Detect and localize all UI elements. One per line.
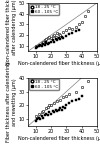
Y-axis label: Fiber thickness after calendering
and rewetting (μm): Fiber thickness after calendering and re… [6,62,17,142]
Point [47,42,49,45]
Point [56,32,58,34]
Point [59,34,61,36]
Point [81,95,82,97]
Point [69,26,70,29]
Point [72,28,73,30]
Point [50,40,52,43]
Point [50,104,52,107]
Point [55,38,56,41]
Point [42,117,44,119]
Point [58,33,60,35]
Point [59,38,61,41]
Point [49,36,50,38]
Point [53,40,55,43]
Point [56,100,58,103]
Point [42,110,44,112]
Point [35,115,36,118]
Point [49,41,50,44]
Point [59,99,61,101]
Point [40,44,41,46]
Point [78,29,79,31]
Point [36,46,38,48]
Point [66,29,67,31]
Point [38,44,40,46]
Point [35,47,36,49]
Point [49,104,50,107]
Point [66,95,67,97]
Point [72,32,73,34]
Point [75,30,76,32]
Point [41,115,43,118]
Point [38,113,40,115]
Point [40,118,41,120]
Point [62,31,64,33]
Point [44,39,46,42]
Point [64,107,66,109]
Point [78,97,79,100]
Point [56,39,58,42]
Point [41,45,43,47]
Point [46,113,47,115]
Point [66,104,67,107]
Legend: 18 - 25 °C, 60 - 105 °C: 18 - 25 °C, 60 - 105 °C [29,79,59,90]
Point [53,111,55,114]
Point [62,106,64,108]
Point [84,15,86,17]
Point [87,10,89,13]
Point [52,39,53,42]
Point [46,107,47,109]
Point [59,107,61,109]
Point [81,86,82,89]
Point [38,117,40,119]
X-axis label: Non-calendered fiber thickness (μm): Non-calendered fiber thickness (μm) [18,136,100,141]
Point [46,41,47,44]
Point [62,96,64,98]
Point [87,79,89,82]
Point [81,21,82,23]
Point [61,108,62,111]
Point [42,42,44,45]
Point [58,108,60,111]
Point [58,37,60,39]
Point [62,37,64,39]
Point [78,23,79,26]
Point [75,99,76,101]
Point [36,118,38,120]
Point [53,102,55,104]
Point [52,35,53,37]
Y-axis label: Non-calendered fiber thickness
after calendering (μm): Non-calendered fiber thickness after cal… [6,0,17,65]
Point [47,114,49,116]
Point [69,102,70,104]
Point [47,106,49,108]
Point [38,45,40,47]
Point [56,110,58,112]
Point [46,38,47,41]
Point [35,45,36,47]
Point [41,41,43,44]
Point [66,35,67,37]
Point [69,33,70,35]
Point [50,37,52,39]
Point [52,110,53,112]
Point [75,25,76,28]
Legend: 18 - 25 °C, 60 - 105 °C: 18 - 25 °C, 60 - 105 °C [29,4,59,15]
Point [55,36,56,38]
Point [35,119,36,122]
Point [46,40,47,43]
Point [55,108,56,111]
Point [50,113,52,115]
Point [47,37,49,39]
Point [42,40,44,43]
Point [53,34,55,36]
Point [69,93,70,96]
Point [72,100,73,103]
Point [44,44,46,46]
Point [49,111,50,114]
Point [61,36,62,38]
Point [75,90,76,93]
X-axis label: Non-calendered fiber thickness (μm): Non-calendered fiber thickness (μm) [18,61,100,66]
Point [41,111,43,114]
Point [44,114,46,116]
